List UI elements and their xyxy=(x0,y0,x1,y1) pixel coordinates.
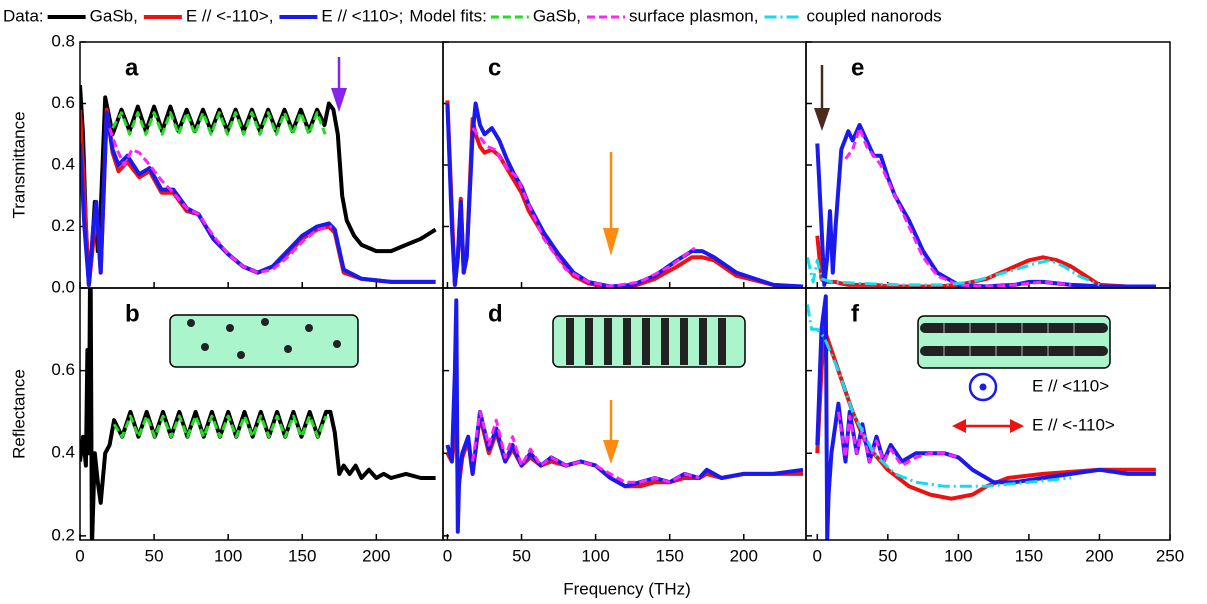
panel-label: d xyxy=(488,300,503,327)
legend-label: coupled nanorods xyxy=(806,6,941,25)
panel: 0 50 100 150 200 250 f E // <110> E // <-110> xyxy=(805,287,1184,565)
series-group xyxy=(80,288,436,540)
series-line xyxy=(471,127,696,288)
y-tick-label: 0.4 xyxy=(51,154,75,173)
series-group xyxy=(806,294,1156,540)
series-line xyxy=(815,327,1156,501)
legend-label: GaSb, xyxy=(533,6,581,25)
x-tick-label: 50 xyxy=(512,546,531,565)
x-tick-label: 0 xyxy=(813,546,822,565)
y-axis-label: Reflectance xyxy=(9,369,28,459)
series-line xyxy=(815,294,1156,540)
legend-group-label: Data: xyxy=(3,6,44,25)
x-tick-label: 150 xyxy=(1015,546,1043,565)
x-tick-label: 50 xyxy=(145,546,164,565)
series-line xyxy=(80,288,436,540)
series-line xyxy=(80,107,436,287)
panel: c xyxy=(442,41,807,289)
series-line xyxy=(806,256,1101,287)
series-group xyxy=(806,123,1156,288)
series-line xyxy=(445,298,804,534)
x-tick-label: 0 xyxy=(443,546,452,565)
x-tick-label: 0 xyxy=(75,546,84,565)
series-line xyxy=(80,84,437,287)
series-line xyxy=(108,127,333,275)
y-tick-label: 0.6 xyxy=(51,93,75,112)
y-tick-label: 0.2 xyxy=(51,216,75,235)
x-tick-label: 200 xyxy=(730,546,758,565)
x-tick-label: 50 xyxy=(878,546,897,565)
series-line xyxy=(815,235,1156,288)
panel-label: b xyxy=(125,300,140,327)
x-tick-label: 200 xyxy=(362,546,390,565)
series-line xyxy=(80,110,436,287)
polarization-out-of-plane xyxy=(968,372,998,402)
x-tick-label: 100 xyxy=(214,546,242,565)
rod-gaps xyxy=(943,323,1075,356)
panel: 0.0 0.2 0.4 0.6 0.8 Transmittance a xyxy=(9,31,444,296)
panel: 0 50 100 150 200 0.2 0.4 0.6 Reflectance b xyxy=(9,287,444,565)
panel-frame xyxy=(805,287,1171,541)
inset-rods xyxy=(566,318,726,365)
y-tick-label: 0.0 xyxy=(51,277,75,296)
inset-hrods xyxy=(920,323,1108,356)
panel-label: e xyxy=(851,54,864,81)
series-line xyxy=(111,111,327,136)
annotation: E // <110> xyxy=(1032,376,1109,395)
x-tick-label: 200 xyxy=(1085,546,1113,565)
panel-label: c xyxy=(488,54,501,81)
x-tick-label: 250 xyxy=(1156,546,1184,565)
series-line xyxy=(471,410,700,484)
series-line xyxy=(445,100,804,288)
legend-label: E // <110>; xyxy=(321,6,403,25)
x-tick-label: 150 xyxy=(288,546,316,565)
x-tick-label: 100 xyxy=(944,546,972,565)
panel-label: f xyxy=(851,300,860,327)
panel-label: a xyxy=(125,54,139,81)
y-tick-label: 0.4 xyxy=(51,443,75,462)
series-group xyxy=(445,100,804,288)
legend-label: E // <-110>, xyxy=(186,6,274,25)
legend-label: surface plasmon, xyxy=(629,6,758,25)
y-axis-label: Transmittance xyxy=(9,111,28,218)
y-tick-label: 0.6 xyxy=(51,360,75,379)
panel: e xyxy=(805,41,1171,289)
y-tick-label: 0.8 xyxy=(51,31,75,50)
insets xyxy=(169,314,1111,433)
x-axis-label: Frequency (THz) xyxy=(563,579,691,598)
series-line xyxy=(836,411,959,468)
series-group xyxy=(445,298,804,534)
series-line xyxy=(806,304,1072,488)
legend-label: GaSb, xyxy=(90,6,138,25)
annotation: E // <-110> xyxy=(1032,415,1115,434)
y-tick-label: 0.2 xyxy=(51,525,75,544)
x-tick-label: 100 xyxy=(581,546,609,565)
series-line xyxy=(445,101,804,288)
x-tick-label: 150 xyxy=(656,546,684,565)
series-line xyxy=(815,123,1156,288)
inset-dots xyxy=(187,318,341,359)
arrows xyxy=(331,57,830,464)
panel: 0 50 100 150 200 d xyxy=(442,287,807,565)
series-group xyxy=(80,84,437,287)
polarization-dot xyxy=(979,383,987,391)
polarization-in-plane xyxy=(952,419,1024,433)
series-line xyxy=(112,414,328,439)
legend-group-label: Model fits: xyxy=(409,6,486,25)
series-line xyxy=(844,126,1072,288)
